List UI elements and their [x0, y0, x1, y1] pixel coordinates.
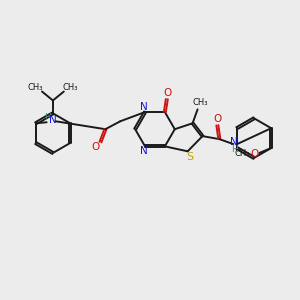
Text: N: N: [230, 137, 238, 147]
Text: CH₃: CH₃: [27, 83, 43, 92]
Text: O: O: [250, 149, 259, 159]
Text: H: H: [231, 145, 238, 154]
Text: N: N: [49, 115, 56, 125]
Text: N: N: [140, 102, 148, 112]
Text: CH₃: CH₃: [193, 98, 208, 107]
Text: N: N: [140, 146, 148, 156]
Text: O: O: [213, 114, 221, 124]
Text: O: O: [164, 88, 172, 98]
Text: CH₃: CH₃: [63, 83, 79, 92]
Text: O: O: [92, 142, 100, 152]
Text: CH₃: CH₃: [235, 149, 250, 158]
Text: S: S: [186, 152, 193, 162]
Text: H: H: [44, 113, 51, 122]
